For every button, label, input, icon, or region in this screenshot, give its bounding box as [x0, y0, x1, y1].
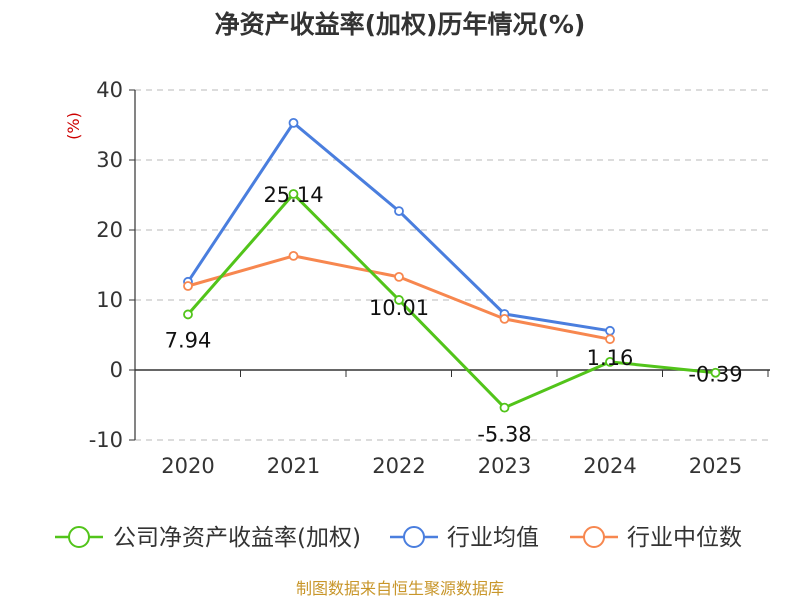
x-tick-label: 2024	[583, 454, 636, 478]
gridlines	[135, 89, 770, 441]
x-tick-label: 2021	[267, 454, 320, 478]
series-2-point[interactable]	[394, 271, 404, 282]
x-tick-label: 2025	[689, 454, 742, 478]
data-labels: 7.94 25.14 10.01 -5.38 1.16 -0.39	[165, 183, 743, 447]
series-0-point[interactable]	[183, 309, 193, 320]
series-1-point[interactable]	[605, 325, 615, 336]
data-label: 10.01	[369, 296, 429, 320]
series-0-point[interactable]	[499, 402, 510, 413]
legend-marker-0[interactable]	[68, 526, 90, 548]
data-label: -0.39	[688, 363, 742, 387]
y-tick-label: 0	[110, 358, 123, 382]
series-group	[183, 118, 721, 413]
series-1-point[interactable]	[394, 206, 404, 217]
series-2-point[interactable]	[288, 250, 299, 261]
y-axis-unit-label: (%)	[64, 112, 83, 140]
data-label: 25.14	[263, 183, 323, 207]
y-tick-label: 20	[96, 218, 123, 242]
y-tick-label: -10	[89, 428, 123, 452]
series-0-point[interactable]	[605, 356, 615, 367]
x-tick-label: 2022	[372, 454, 425, 478]
series-0-point[interactable]	[288, 189, 299, 199]
series-line-0	[186, 192, 716, 410]
data-label: 7.94	[165, 328, 212, 352]
y-tick-label: 40	[96, 78, 123, 102]
legend-label-0[interactable]: 公司净资产收益率(加权)	[113, 525, 361, 551]
series-2-point[interactable]	[605, 334, 615, 345]
legend-marker-1[interactable]	[403, 526, 425, 548]
series-1-point[interactable]	[288, 118, 299, 128]
legend-label-2[interactable]: 行业中位数	[627, 525, 742, 551]
legend-marker-2[interactable]	[583, 526, 605, 548]
chart-title: 净资产收益率(加权)历年情况(%)	[215, 10, 586, 39]
y-tick-label: 10	[96, 288, 123, 312]
series-2-point[interactable]	[183, 281, 193, 291]
x-tick-label: 2020	[161, 454, 214, 478]
x-axis-ticks: 2020 2021 2022 2023 2024 2025	[134, 370, 769, 478]
series-0-point[interactable]	[710, 367, 721, 378]
source-note: 制图数据来自恒生聚源数据库	[296, 579, 504, 598]
series-0-point[interactable]	[394, 295, 404, 305]
data-label: -5.38	[477, 423, 531, 447]
y-axis-ticks: -10 0 10 20 30 40	[89, 78, 135, 452]
legend-label-1[interactable]: 行业均值	[447, 525, 539, 551]
data-label: 1.16	[587, 346, 634, 370]
x-tick-label: 2023	[478, 454, 531, 478]
legend[interactable]: 公司净资产收益率(加权) 行业均值 行业中位数	[55, 525, 742, 551]
series-2-point[interactable]	[499, 313, 510, 324]
y-tick-label: 30	[96, 148, 123, 172]
